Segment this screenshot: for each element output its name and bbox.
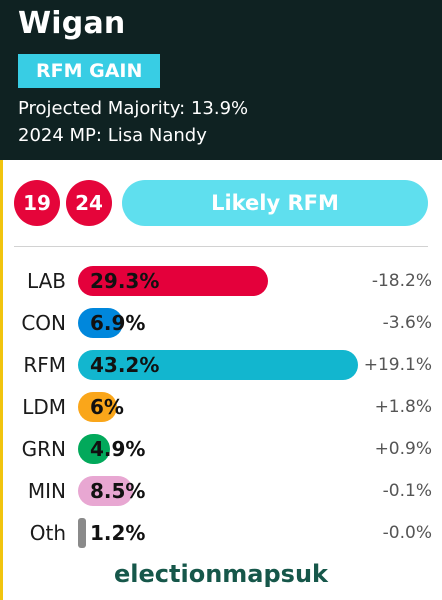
divider bbox=[14, 246, 428, 247]
bar-lab bbox=[78, 266, 268, 296]
party-label-lab: LAB bbox=[26, 269, 66, 293]
party-row-grn: GRN 4.9% +0.9% bbox=[0, 432, 442, 466]
party-label-ldm: LDM bbox=[22, 395, 66, 419]
bar-con bbox=[78, 308, 123, 338]
party-label-min: MIN bbox=[27, 479, 66, 503]
change-lab: -18.2% bbox=[371, 271, 432, 291]
header-panel: Wigan RFM GAIN Projected Majority: 13.9%… bbox=[0, 0, 442, 160]
party-label-rfm: RFM bbox=[23, 353, 66, 377]
bar-rfm bbox=[78, 350, 358, 380]
party-label-con: CON bbox=[21, 311, 66, 335]
party-row-oth: Oth 1.2% -0.0% bbox=[0, 516, 442, 550]
vote-share-ldm: 6% bbox=[90, 395, 124, 419]
constituency-title: Wigan bbox=[18, 6, 126, 41]
change-grn: +0.9% bbox=[374, 439, 432, 459]
vote-share-lab: 29.3% bbox=[90, 269, 160, 293]
change-oth: -0.0% bbox=[382, 523, 432, 543]
change-ldm: +1.8% bbox=[374, 397, 432, 417]
change-min: -0.1% bbox=[382, 481, 432, 501]
current-mp: 2024 MP: Lisa Nandy bbox=[18, 125, 207, 146]
bar-oth bbox=[78, 518, 86, 548]
rating-pill: Likely RFM bbox=[122, 180, 428, 226]
party-row-rfm: RFM 43.2% +19.1% bbox=[0, 348, 442, 382]
vote-share-grn: 4.9% bbox=[90, 437, 146, 461]
party-label-oth: Oth bbox=[29, 521, 66, 545]
bar-min bbox=[78, 476, 134, 506]
vote-share-min: 8.5% bbox=[90, 479, 146, 503]
party-row-con: CON 6.9% -3.6% bbox=[0, 306, 442, 340]
bar-ldm bbox=[78, 392, 117, 422]
party-label-grn: GRN bbox=[21, 437, 66, 461]
footer-brand: electionmapsuk bbox=[114, 560, 328, 588]
current-year-badge: 24 bbox=[66, 180, 112, 226]
party-row-lab: LAB 29.3% -18.2% bbox=[0, 264, 442, 298]
vote-share-oth: 1.2% bbox=[90, 521, 146, 545]
left-accent-stripe bbox=[0, 160, 3, 600]
vote-share-rfm: 43.2% bbox=[90, 353, 160, 377]
vote-share-con: 6.9% bbox=[90, 311, 146, 335]
previous-year-badge: 19 bbox=[14, 180, 60, 226]
party-row-min: MIN 8.5% -0.1% bbox=[0, 474, 442, 508]
projected-majority: Projected Majority: 13.9% bbox=[18, 98, 249, 119]
gain-badge: RFM GAIN bbox=[18, 54, 161, 88]
bar-grn bbox=[78, 434, 110, 464]
change-con: -3.6% bbox=[382, 313, 432, 333]
change-rfm: +19.1% bbox=[363, 355, 432, 375]
party-row-ldm: LDM 6% +1.8% bbox=[0, 390, 442, 424]
